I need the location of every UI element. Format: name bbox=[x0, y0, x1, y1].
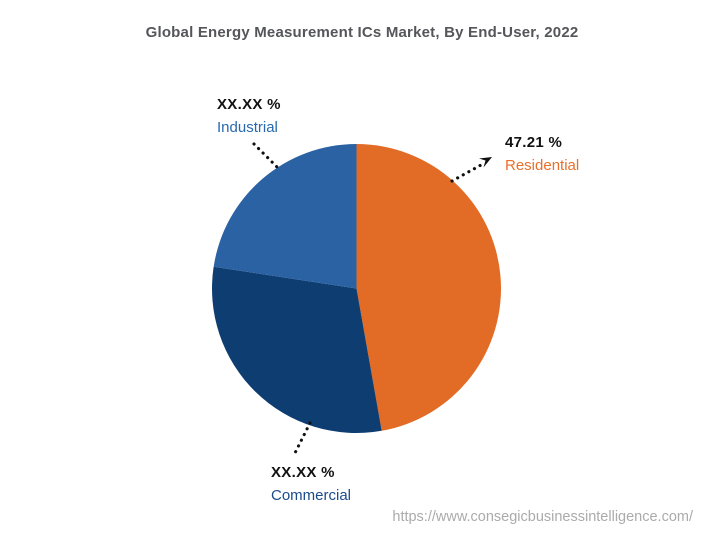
callout-lines bbox=[252, 142, 492, 457]
residential-callout-line bbox=[450, 163, 483, 183]
residential-name: Residential bbox=[505, 157, 580, 174]
industrial-name: Industrial bbox=[217, 119, 278, 136]
residential-value: 47.21 % bbox=[505, 134, 563, 151]
commercial-callout-line bbox=[292, 421, 312, 457]
source-url: https://www.consegicbusinessintelligence… bbox=[392, 509, 693, 525]
chart-title: Global Energy Measurement ICs Market, By… bbox=[145, 24, 579, 41]
commercial-value: XX.XX % bbox=[271, 464, 335, 481]
industrial-value: XX.XX % bbox=[217, 96, 281, 113]
residential-label: 47.21 % Residential bbox=[505, 131, 579, 177]
industrial-callout-line bbox=[252, 142, 280, 170]
residential-arrowhead-icon bbox=[479, 157, 492, 168]
industrial-label: XX.XX % Industrial bbox=[217, 93, 281, 139]
commercial-name: Commercial bbox=[271, 487, 352, 504]
commercial-label: XX.XX % Commercial bbox=[271, 461, 351, 507]
pie-slices bbox=[211, 143, 502, 433]
pie-slice-residential bbox=[356, 144, 502, 431]
pie-slice-industrial bbox=[213, 143, 357, 289]
pie-slice-commercial bbox=[211, 266, 382, 433]
